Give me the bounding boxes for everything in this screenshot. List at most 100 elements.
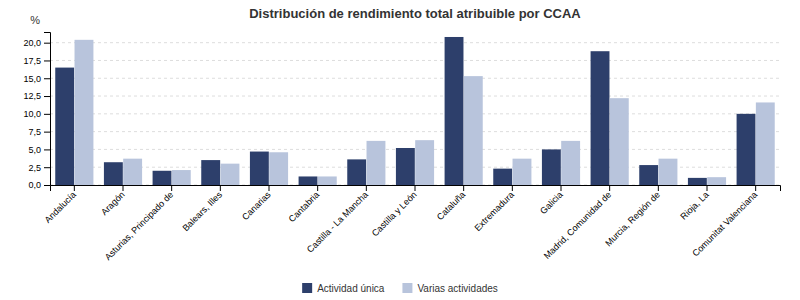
tick-label: 2,5: [28, 163, 41, 173]
tick-label: Asturias, Principado de: [103, 190, 176, 263]
tick-mark: [44, 96, 50, 97]
tick-mark: [561, 185, 562, 191]
x-axis: Andalucía AragónAsturias, Principado deBa…: [43, 185, 781, 262]
bar-series: [55, 37, 755, 185]
tick: 15,0: [23, 74, 50, 84]
tick-label: Castilla - La Mancha: [305, 190, 370, 255]
tick-label: Castilla y León: [370, 190, 419, 239]
legend-item: Varias actividades: [402, 283, 497, 294]
bar: [737, 114, 756, 185]
legend: Actividad únicaVarias actividades: [302, 283, 498, 294]
bar: [367, 141, 386, 185]
bar: [493, 169, 512, 185]
bar: [610, 98, 629, 185]
bar: [396, 148, 415, 185]
bar: [75, 40, 94, 185]
tick-mark: [707, 185, 708, 191]
tick-label: 12,5: [23, 91, 41, 101]
tick-mark: [463, 185, 464, 191]
tick: Castilla y León: [370, 185, 419, 238]
tick: Cataluña: [435, 185, 468, 222]
bar: [123, 159, 142, 185]
tick-mark: [755, 185, 756, 191]
tick: 20,0: [23, 38, 50, 48]
bar: [55, 68, 74, 185]
tick-mark: [74, 185, 75, 191]
tick-mark: [415, 185, 416, 191]
tick: Asturias, Principado de: [103, 185, 176, 262]
bars: [55, 37, 774, 185]
tick-label: 15,0: [23, 74, 41, 84]
tick-mark: [44, 167, 50, 168]
bar: [104, 162, 123, 185]
tick: Murcia, Región de: [603, 185, 662, 248]
title: Distribución de rendimiento total atribu…: [249, 6, 581, 21]
tick-label: 17,5: [23, 56, 41, 66]
bar: [201, 160, 220, 185]
tick-label: Rioja, La: [678, 190, 710, 222]
bar: [172, 170, 191, 185]
tick-label: Canarias: [240, 189, 273, 222]
tick-label: 0,0: [28, 180, 41, 190]
tick: 5,0: [28, 145, 50, 155]
tick-label: Aragón: [99, 190, 127, 218]
tick-mark: [317, 185, 318, 191]
bar: [221, 164, 240, 185]
legend-label: Varias actividades: [417, 283, 497, 294]
axis-line: [44, 33, 51, 186]
tick-label: 7,5: [28, 127, 41, 137]
bar: [445, 37, 464, 185]
bar: [513, 159, 532, 185]
tick-mark: [512, 185, 513, 191]
bar: [153, 171, 172, 185]
tick-mark: [44, 43, 50, 44]
bar: [464, 76, 483, 185]
tick: Cantabria: [287, 185, 322, 224]
tick-label: Madrid, Comunidad de: [542, 190, 613, 261]
bar: [659, 159, 678, 185]
tick-label: Cantabria: [287, 190, 322, 225]
tick-mark: [44, 149, 50, 150]
tick-label: Murcia, Región de: [603, 190, 662, 249]
tick: Madrid, Comunidad de: [542, 185, 613, 261]
tick-mark: [220, 185, 221, 191]
tick-mark: [366, 185, 367, 191]
tick-label: Extremadura: [472, 190, 516, 234]
tick-mark: [269, 185, 270, 191]
tick: Extremadura: [472, 185, 516, 233]
bar: [591, 51, 610, 185]
tick-label: 10,0: [23, 109, 41, 119]
tick-label: Andalucía: [43, 190, 78, 225]
grid-line: [50, 131, 780, 132]
plot: 0,0 2,5 5,0 7,5 10,0 12,5 15,0 17,5 20,0 Andalucí…: [23, 33, 780, 263]
grid-line: [50, 149, 780, 150]
axis-line: [51, 186, 781, 192]
tick-mark: [658, 185, 659, 191]
bar: [318, 176, 337, 185]
tick-mark: [44, 185, 50, 186]
legend-swatch: [402, 283, 412, 293]
tick-label: Cataluña: [435, 190, 468, 223]
bar: [269, 152, 288, 185]
grid-line: [50, 42, 780, 43]
tick-mark: [44, 132, 50, 133]
tick-mark: [171, 185, 172, 191]
y-label: %: [30, 14, 40, 26]
tick: Balears, Illes: [180, 185, 224, 233]
tick-mark: [44, 60, 50, 61]
bar: [250, 152, 269, 185]
grid-line: [50, 78, 780, 79]
tick: 2,5: [28, 163, 50, 173]
bar: [561, 141, 580, 185]
tick-label: Comunitat Valenciana: [690, 190, 759, 259]
bar: [707, 177, 726, 185]
tick: Galicia: [538, 185, 565, 216]
chart: 0,0 2,5 5,0 7,5 10,0 12,5 15,0 17,5 20,0 Andalucí…: [0, 0, 800, 300]
grid-line: [50, 113, 780, 114]
legend-swatch: [302, 283, 312, 293]
bar: [756, 102, 775, 185]
tick-mark: [609, 185, 610, 191]
tick-mark: [44, 78, 50, 79]
y-axis: 0,0 2,5 5,0 7,5 10,0 12,5 15,0 17,5 20,0: [23, 33, 50, 191]
bar: [688, 178, 707, 185]
